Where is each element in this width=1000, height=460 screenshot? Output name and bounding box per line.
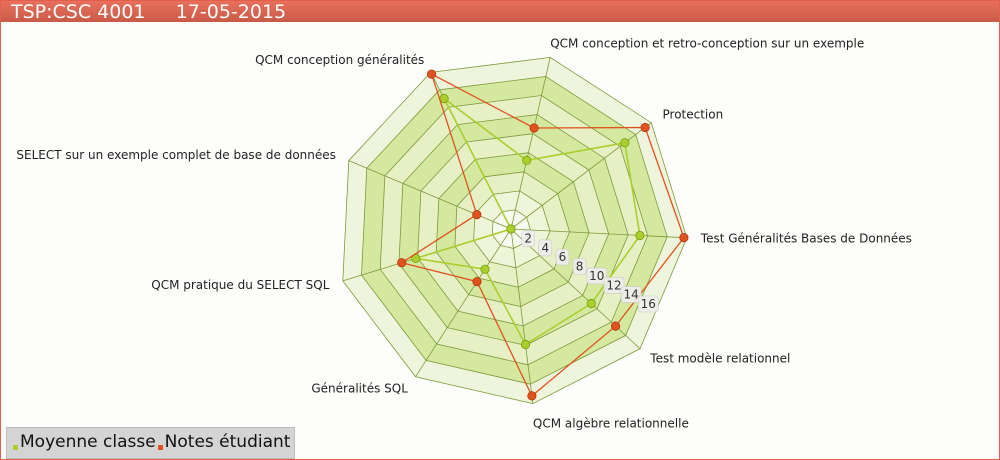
tick-badge-8 xyxy=(572,258,587,275)
series-1-point-5 xyxy=(472,210,482,220)
series-0-point-6 xyxy=(439,93,449,104)
tick-label-4: 4 xyxy=(541,241,549,255)
series-1-point-8 xyxy=(640,122,650,133)
series-1-point-4 xyxy=(397,258,407,268)
axis-label-8: Protection xyxy=(663,107,724,121)
axis-label-3: Généralités SQL xyxy=(311,382,408,396)
tick-badge-6 xyxy=(555,248,570,266)
legend-label-notes: Notes étudiant xyxy=(164,432,291,452)
series-1-point-2 xyxy=(527,391,537,401)
series-0-point-8 xyxy=(620,138,630,148)
series-0-point-0 xyxy=(635,230,645,241)
chart-header: TSP:CSC 4001 17-05-2015 xyxy=(1,1,999,23)
series-0-point-2 xyxy=(520,339,531,350)
legend-swatch-moyenne xyxy=(13,444,18,450)
series-0-point-7 xyxy=(522,155,532,165)
radar-axis-labels: Test Généralités Bases de Données Test mo… xyxy=(16,36,912,430)
axis-label-5: SELECT sur un exemple complet de base de… xyxy=(16,148,335,162)
series-1-point-1 xyxy=(610,321,621,331)
tick-badge-2 xyxy=(521,230,536,247)
tick-label-6: 6 xyxy=(559,250,567,264)
tick-badge-10 xyxy=(586,267,608,285)
axis-label-0: Test Généralités Bases de Données xyxy=(700,232,912,246)
tick-label-16: 16 xyxy=(641,297,656,311)
axis-label-2: QCM algèbre relationnelle xyxy=(533,417,689,431)
series-line-1 xyxy=(400,72,685,397)
tick-badge-12 xyxy=(603,276,625,294)
tick-label-10: 10 xyxy=(589,269,604,283)
axis-label-7: QCM conception et retro-conception sur u… xyxy=(550,36,864,50)
axis-label-1: Test modèle relationnel xyxy=(649,351,790,365)
series-1-point-3 xyxy=(472,276,482,287)
chart-title: TSP:CSC 4001 17-05-2015 xyxy=(11,1,286,23)
radar-spoke-0 xyxy=(510,228,687,239)
series-line-0 xyxy=(415,97,641,346)
course-title: TSP:CSC 4001 xyxy=(11,1,146,23)
axis-label-6: QCM conception généralités xyxy=(255,53,424,67)
tick-badge-14 xyxy=(620,286,642,303)
tick-badge-4 xyxy=(538,239,553,257)
series-1 xyxy=(397,69,689,401)
tick-label-12: 12 xyxy=(606,278,621,292)
series-1-point-7 xyxy=(529,123,539,133)
legend: Moyenne classe Notes étudiant xyxy=(6,427,296,459)
series-1-point-0 xyxy=(679,233,689,243)
radar-spoke-2 xyxy=(510,228,534,404)
tick-label-8: 8 xyxy=(576,260,584,274)
tick-label-2: 2 xyxy=(524,231,532,245)
tick-badge-16 xyxy=(637,295,659,313)
legend-label-moyenne: Moyenne classe xyxy=(20,432,156,452)
series-0-point-1 xyxy=(586,298,596,309)
series-1-point-6 xyxy=(426,69,437,79)
radar-spoke-5 xyxy=(348,160,512,230)
radar-spoke-3 xyxy=(415,228,512,378)
series-0-point-3 xyxy=(480,264,490,274)
legend-entry-moyenne[interactable]: Moyenne classe xyxy=(11,432,156,452)
tick-label-14: 14 xyxy=(623,288,638,302)
series-0-point-5 xyxy=(506,224,516,234)
radar-spoke-7 xyxy=(510,57,551,230)
series-0 xyxy=(411,93,645,350)
legend-swatch-notes xyxy=(157,444,163,450)
axis-label-4: QCM pratique du SELECT SQL xyxy=(151,278,329,292)
exam-date: 17-05-2015 xyxy=(175,1,287,23)
legend-entry-notes[interactable]: Notes étudiant xyxy=(156,432,291,452)
